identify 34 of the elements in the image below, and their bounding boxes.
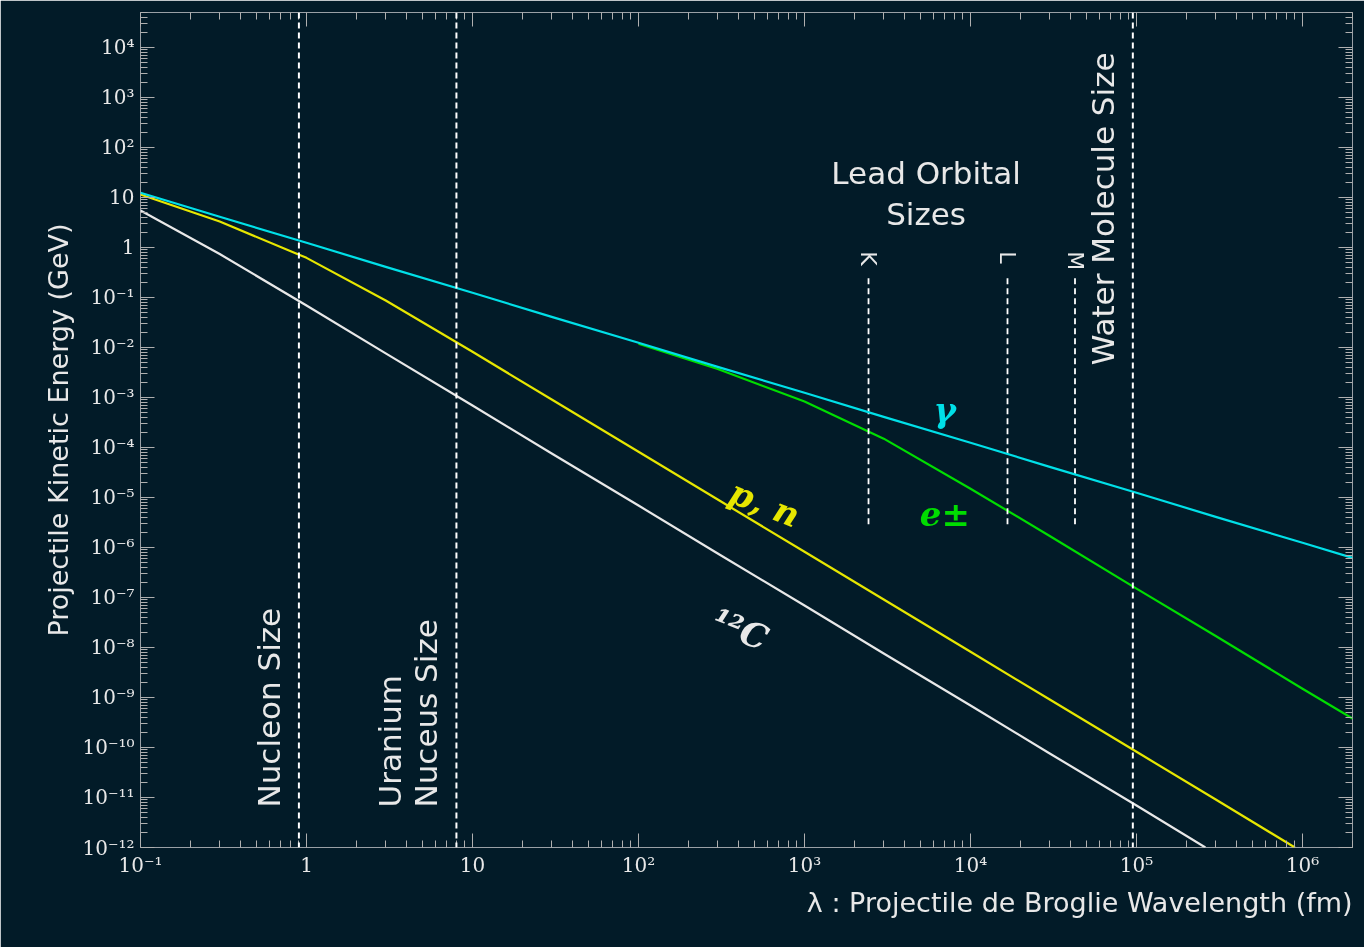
text: ¹²C bbox=[706, 600, 775, 659]
ref-line-label: Nucleon Size bbox=[250, 607, 287, 808]
y-tick-label: 10⁻¹¹ bbox=[82, 785, 135, 810]
y-tick-label: 10⁻⁷ bbox=[90, 585, 135, 610]
text: p, n bbox=[723, 471, 806, 536]
y-tick-label: 10⁻³ bbox=[90, 385, 135, 410]
ref-line-label: Uranium Nuceus Size bbox=[372, 619, 445, 808]
y-tick-label: 10⁴ bbox=[101, 35, 135, 60]
x-tick-label: 10⁵ bbox=[1119, 852, 1154, 877]
x-tick-label: 10 bbox=[459, 852, 486, 877]
text: L bbox=[994, 251, 1020, 265]
annotation: Lead Orbital Sizes bbox=[831, 154, 1021, 233]
x-tick-label: 10⁴ bbox=[953, 852, 988, 877]
y-tick-label: 10² bbox=[101, 135, 135, 160]
text: K bbox=[856, 251, 882, 267]
x-axis-title: λ : Projectile de Broglie Wavelength (fm) bbox=[806, 886, 1353, 918]
y-axis-title: Projectile Kinetic Energy (GeV) bbox=[43, 223, 75, 637]
series-label: γ bbox=[933, 389, 958, 430]
y-tick-label: 10⁻¹⁰ bbox=[82, 735, 135, 760]
y-tick-label: 10⁻⁸ bbox=[90, 635, 135, 660]
y-tick-label: 10⁻⁹ bbox=[90, 685, 135, 710]
y-tick-label: 10 bbox=[109, 185, 135, 210]
y-tick-label: 10⁻¹ bbox=[90, 285, 135, 310]
y-tick-label: 1 bbox=[121, 235, 135, 260]
y-tick-label: 10⁻⁴ bbox=[90, 435, 135, 460]
y-tick-label: 10⁻² bbox=[90, 335, 135, 360]
x-tick-label: 10³ bbox=[787, 852, 822, 877]
y-tick-label: 10³ bbox=[101, 85, 135, 110]
x-tick-label: 10⁶ bbox=[1285, 852, 1320, 877]
series-label: e± bbox=[919, 493, 970, 534]
x-tick-label: 1 bbox=[300, 852, 313, 877]
x-tick-label: 10² bbox=[621, 852, 656, 877]
y-tick-label: 10⁻⁶ bbox=[90, 535, 135, 560]
y-tick-label: 10⁻⁵ bbox=[90, 485, 135, 510]
